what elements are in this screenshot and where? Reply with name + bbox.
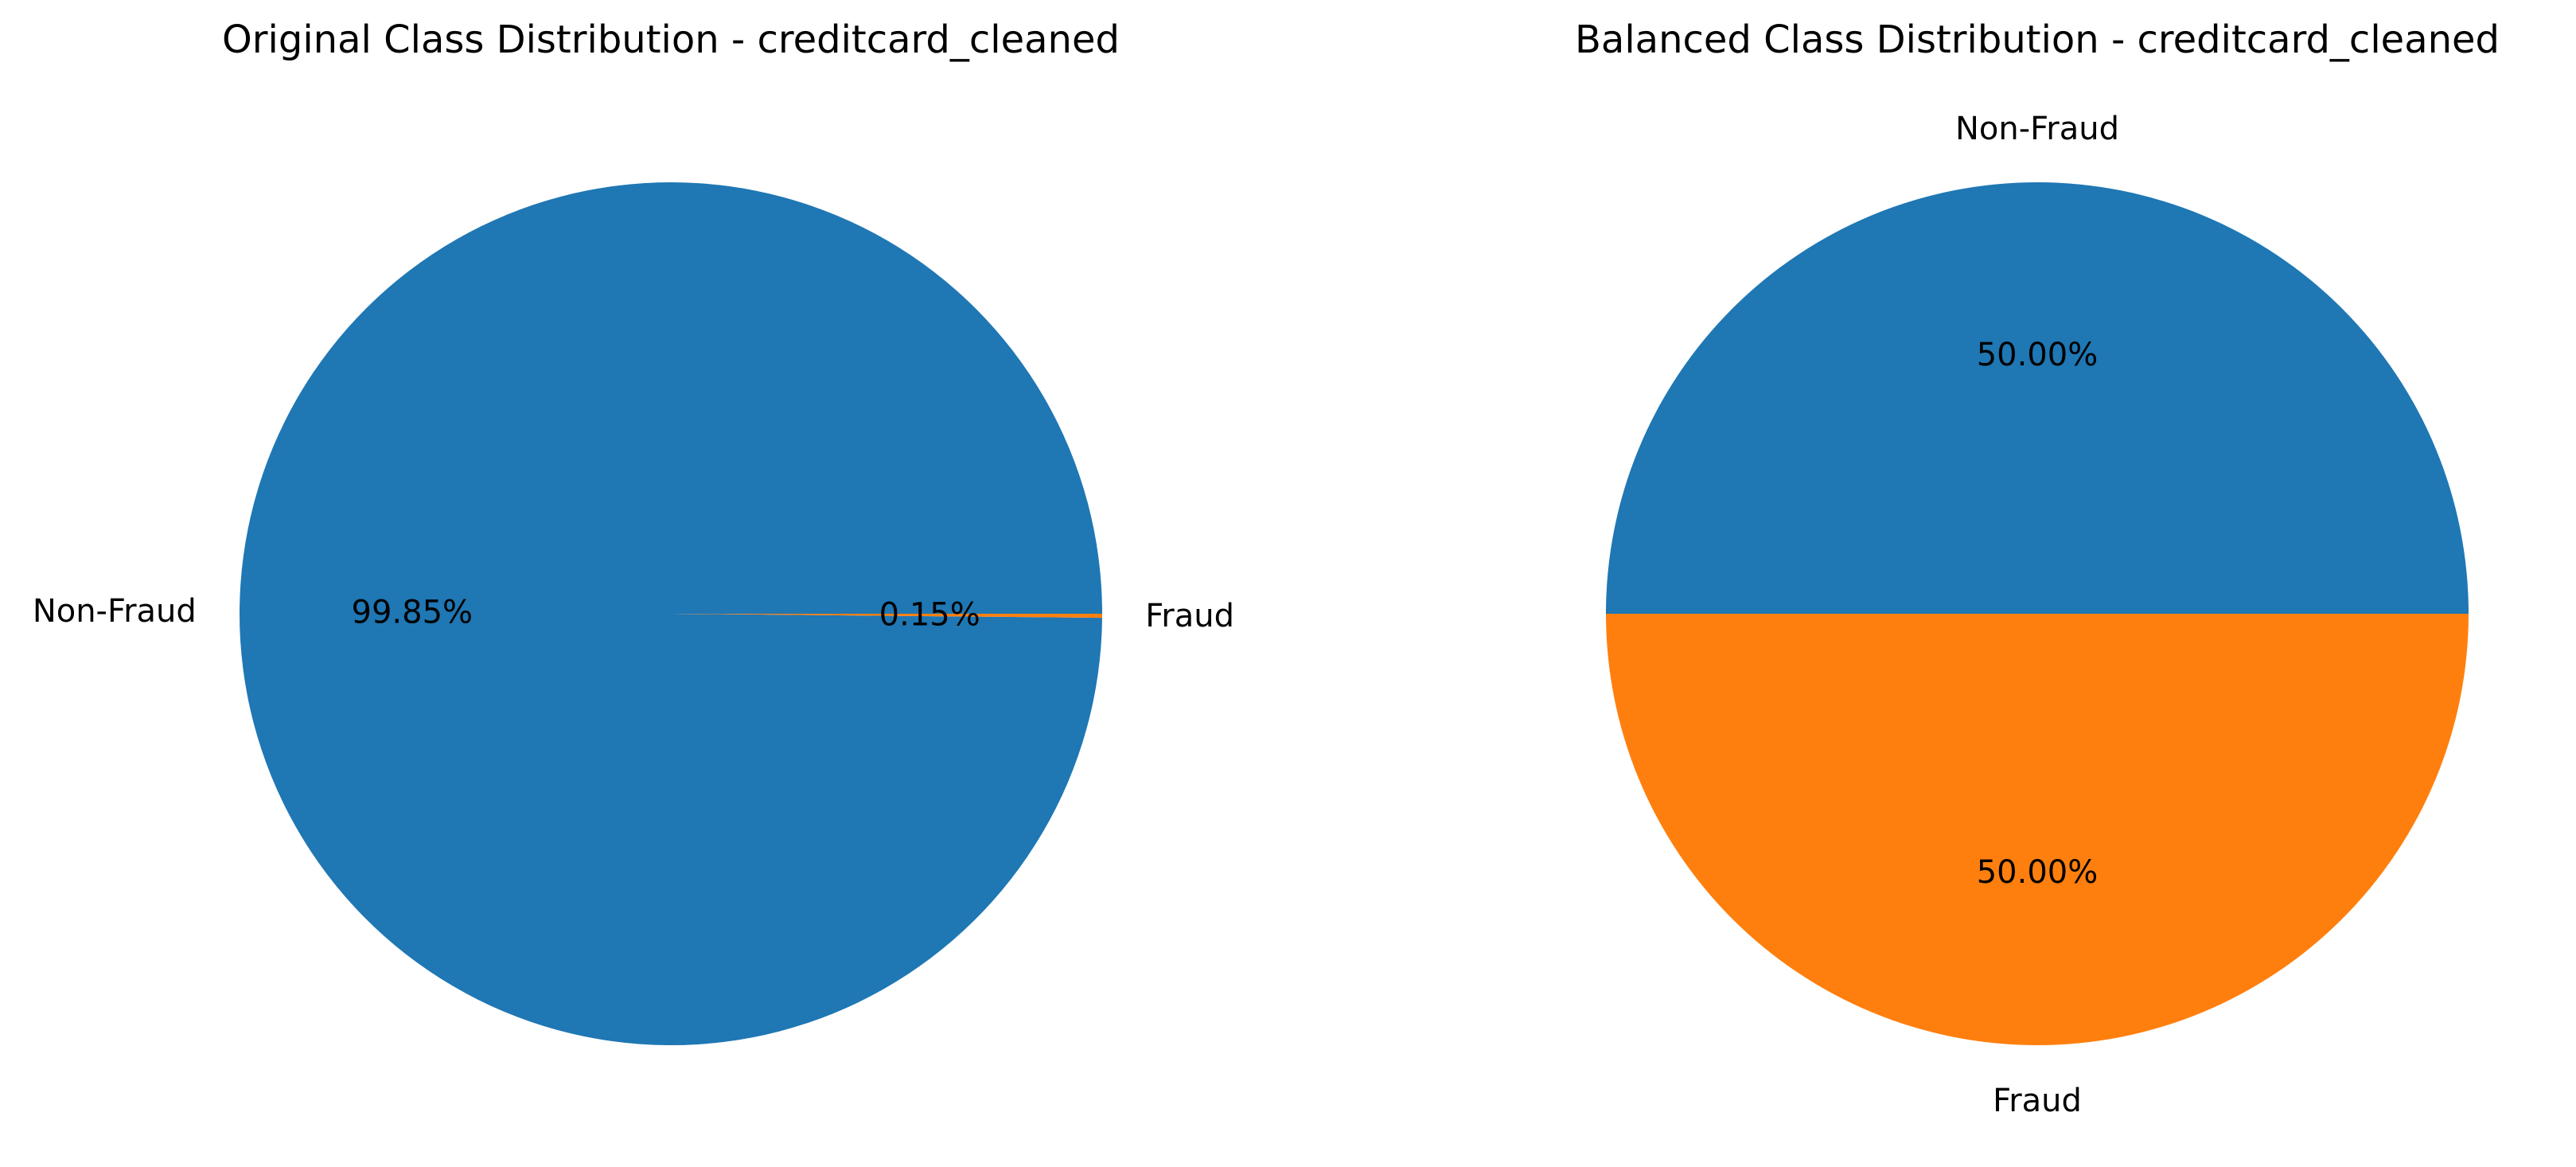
percent-label-fraud: 50.00%	[1977, 854, 2099, 891]
pie-slice-fraud	[1606, 614, 2469, 1045]
original-distribution-chart: Original Class Distribution - creditcard…	[33, 18, 1234, 1046]
percent-label-non-fraud: 50.00%	[1977, 337, 2099, 373]
slice-label-fraud: Fraud	[1145, 598, 1234, 634]
pie-labels: Non-Fraud 50.00% Fraud 50.00%	[1955, 111, 2119, 1119]
pie-slices	[1606, 182, 2469, 1045]
slice-label-non-fraud: Non-Fraud	[33, 593, 197, 630]
slice-label-non-fraud: Non-Fraud	[1955, 111, 2119, 147]
pie-labels: Non-Fraud 99.85% Fraud 0.15%	[33, 593, 1234, 634]
chart-title: Original Class Distribution - creditcard…	[222, 18, 1120, 62]
percent-label-non-fraud: 99.85%	[352, 594, 474, 630]
slice-label-fraud: Fraud	[1993, 1083, 2082, 1119]
percent-label-fraud: 0.15%	[879, 597, 980, 634]
balanced-distribution-chart: Balanced Class Distribution - creditcard…	[1575, 18, 2500, 1119]
pie-slice-non-fraud	[1606, 182, 2469, 614]
pie-slice-non-fraud	[240, 182, 1102, 1046]
chart-title: Balanced Class Distribution - creditcard…	[1575, 18, 2500, 62]
pie-slice-fraud	[671, 614, 1102, 619]
pie-slices	[240, 182, 1102, 1046]
